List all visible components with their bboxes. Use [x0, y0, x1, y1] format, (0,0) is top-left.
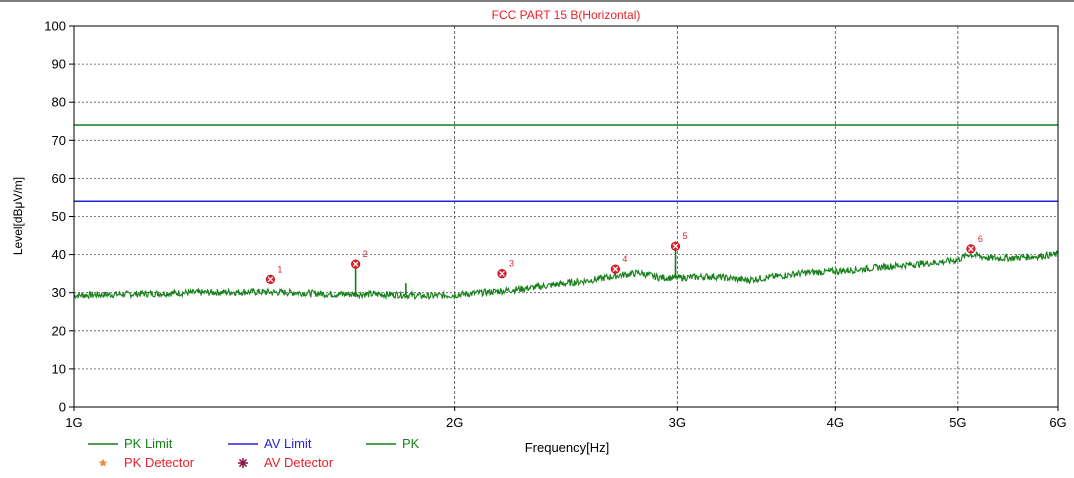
legend-label: PK Detector — [124, 455, 195, 470]
y-tick-label: 0 — [59, 400, 66, 415]
legend-label: PK Limit — [124, 436, 173, 451]
burst-icon — [238, 458, 248, 468]
x-tick-label: 4G — [827, 415, 844, 430]
pk-detector-marker: 4 — [610, 254, 627, 274]
pk-detector-markers: 1 2 3 4 5 6 — [265, 231, 983, 284]
legend-item-av-limit: AV Limit — [228, 436, 312, 451]
pk-trace — [73, 250, 1059, 301]
y-tick-label: 80 — [52, 95, 66, 110]
grid — [74, 26, 1058, 407]
x-tick-label: 2G — [446, 415, 463, 430]
pk-detector-marker: 3 — [497, 259, 514, 279]
x-tick-label: 6G — [1049, 415, 1066, 430]
marker-number: 4 — [622, 254, 627, 264]
y-tick-label: 70 — [52, 133, 66, 148]
x-tick-label: 5G — [949, 415, 966, 430]
pk-detector-marker: 2 — [351, 249, 368, 269]
marker-number: 6 — [978, 234, 983, 244]
pk-trace-group — [73, 250, 1059, 301]
chart-title: FCC PART 15 B(Horizontal) — [492, 8, 641, 22]
y-tick-label: 60 — [52, 171, 66, 186]
y-tick-label: 30 — [52, 285, 66, 300]
marker-number: 5 — [683, 231, 688, 241]
x-tick-label: 3G — [669, 415, 686, 430]
legend: PK Limit AV Limit PK PK Detector AV Detector — [88, 436, 420, 470]
legend-item-pk-limit: PK Limit — [88, 436, 173, 451]
legend-item-pk: PK — [366, 436, 420, 451]
x-axis-label: Frequency[Hz] — [525, 440, 610, 455]
y-tick-label: 10 — [52, 361, 66, 376]
pk-detector-marker: 5 — [670, 231, 688, 251]
y-tick-label: 20 — [52, 323, 66, 338]
y-axis-ticks: 0 10 20 30 40 50 60 70 80 90 100 — [44, 19, 74, 415]
legend-item-av-detector: AV Detector — [238, 455, 334, 470]
y-tick-label: 40 — [52, 247, 66, 262]
y-tick-label: 50 — [52, 209, 66, 224]
limit-lines — [74, 124, 1058, 203]
legend-label: PK — [402, 436, 420, 451]
star-icon — [98, 458, 108, 467]
y-axis-label: Level[dBμV/m] — [11, 177, 25, 255]
legend-item-pk-detector: PK Detector — [98, 455, 195, 470]
pk-detector-marker: 6 — [966, 234, 983, 254]
marker-number: 1 — [277, 264, 282, 274]
x-tick-label: 1G — [65, 415, 82, 430]
legend-label: AV Limit — [264, 436, 312, 451]
legend-label: AV Detector — [264, 455, 334, 470]
y-tick-label: 100 — [44, 19, 66, 34]
marker-number: 2 — [363, 249, 368, 259]
marker-number: 3 — [509, 259, 514, 269]
y-tick-label: 90 — [52, 57, 66, 72]
pk-detector-marker: 1 — [265, 264, 282, 284]
x-axis-ticks: 1G 2G 3G 4G 5G 6G — [65, 407, 1067, 430]
